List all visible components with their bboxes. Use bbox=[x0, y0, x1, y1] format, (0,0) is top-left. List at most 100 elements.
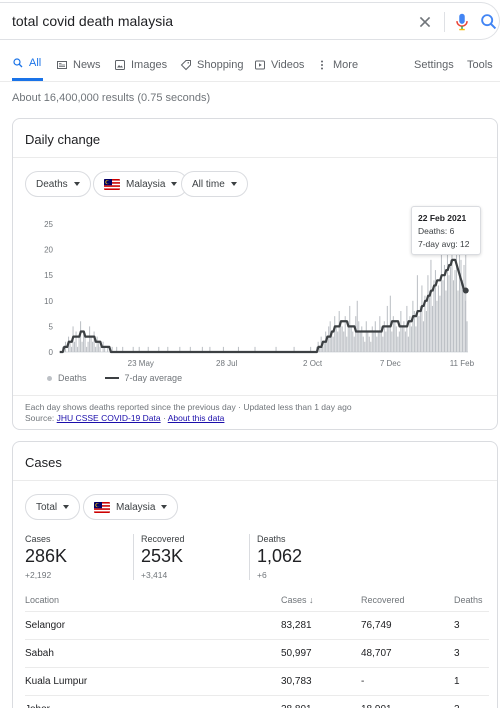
chart-bar bbox=[422, 321, 424, 352]
mic-icon[interactable] bbox=[451, 11, 473, 33]
chart-bar bbox=[421, 285, 423, 352]
tab-videos[interactable]: Videos bbox=[254, 48, 304, 81]
dropdown-label: Deaths bbox=[36, 178, 68, 190]
source-label: Source: bbox=[25, 413, 55, 423]
chart-bar bbox=[77, 346, 79, 352]
chart-bar bbox=[75, 331, 77, 352]
chart-bar bbox=[440, 254, 442, 352]
chart-bar bbox=[362, 336, 364, 352]
source-link[interactable]: JHU CSSE COVID-19 Data bbox=[56, 413, 161, 423]
chart-bar bbox=[398, 331, 400, 352]
chart-bar bbox=[358, 321, 360, 352]
search-icon[interactable] bbox=[478, 11, 500, 33]
chart-bar bbox=[418, 316, 420, 352]
chart-bar bbox=[138, 346, 140, 352]
table-row[interactable]: Selangor 83,281 76,749 3 bbox=[25, 611, 489, 640]
malaysia-flag-icon bbox=[94, 501, 110, 513]
header-location[interactable]: Location bbox=[25, 590, 281, 612]
tab-more[interactable]: More bbox=[316, 48, 358, 81]
chart-bar bbox=[344, 316, 346, 352]
chart-bar bbox=[392, 316, 394, 352]
legend-label-line: 7-day average bbox=[124, 373, 183, 383]
cell-cases: 50,997 bbox=[281, 639, 361, 668]
sort-arrow-icon: ↓ bbox=[309, 595, 314, 606]
chart-bar bbox=[80, 321, 82, 352]
header-deaths[interactable]: Deaths bbox=[454, 590, 489, 612]
chevron-down-icon bbox=[171, 182, 178, 186]
tooltip-avg: 7-day avg: 12 bbox=[418, 239, 470, 249]
chart-bar bbox=[237, 346, 239, 352]
scope-dropdown[interactable]: Total bbox=[25, 494, 81, 520]
chart-bar bbox=[377, 331, 379, 352]
chart-bar bbox=[322, 346, 324, 352]
table-row[interactable]: Johor 28,801 18,901 2 bbox=[25, 695, 489, 708]
chart-bar bbox=[349, 305, 351, 352]
malaysia-flag-icon bbox=[104, 178, 120, 190]
cell-recovered: 18,901 bbox=[361, 695, 454, 708]
stat-recovered: Recovered 253K +3,414 bbox=[141, 534, 185, 580]
chart-bar bbox=[434, 270, 436, 352]
search-bar[interactable]: total covid death malaysia bbox=[0, 2, 500, 40]
chart-bar bbox=[69, 341, 71, 352]
divider bbox=[13, 395, 497, 396]
about-data-link[interactable]: About this data bbox=[167, 413, 225, 423]
table-row[interactable]: Kuala Lumpur 30,783 - 1 bbox=[25, 667, 489, 696]
chart-bar bbox=[394, 321, 396, 352]
chart-bar bbox=[189, 346, 191, 352]
header-recovered[interactable]: Recovered bbox=[361, 590, 454, 612]
chart-bar bbox=[332, 336, 334, 352]
chart-bar bbox=[71, 346, 73, 352]
y-tick-label: 15 bbox=[44, 271, 53, 280]
settings-link[interactable]: Settings bbox=[414, 58, 454, 71]
legend-swatch-bars bbox=[47, 375, 52, 381]
search-divider bbox=[444, 12, 445, 32]
chart-bar bbox=[352, 331, 354, 352]
country-dropdown[interactable]: Malaysia bbox=[93, 171, 189, 197]
cell-deaths: 3 bbox=[454, 611, 489, 640]
chart-bar bbox=[95, 346, 97, 352]
y-tick-label: 5 bbox=[49, 322, 54, 331]
chart-bar bbox=[81, 341, 83, 352]
chart-bar bbox=[448, 275, 450, 352]
tab-label: Shopping bbox=[197, 58, 244, 71]
stat-delta: +2,192 bbox=[25, 570, 52, 580]
chart-bar bbox=[132, 346, 134, 352]
chart-bar bbox=[388, 326, 390, 352]
x-tick-label: 11 Feb bbox=[450, 359, 475, 368]
tab-images[interactable]: Images bbox=[114, 48, 167, 81]
chart-bar bbox=[319, 346, 321, 352]
tools-link[interactable]: Tools bbox=[467, 58, 493, 71]
chart-bar bbox=[335, 326, 337, 352]
chart-bar bbox=[84, 336, 86, 352]
chart-bar bbox=[454, 270, 456, 352]
chart-bar bbox=[374, 321, 376, 352]
search-input[interactable]: total covid death malaysia bbox=[12, 13, 174, 29]
chart-bar bbox=[368, 336, 370, 352]
table-row[interactable]: Sabah 50,997 48,707 3 bbox=[25, 639, 489, 668]
tag-icon bbox=[180, 59, 191, 70]
chart-bar bbox=[445, 290, 447, 352]
cell-location: Kuala Lumpur bbox=[25, 667, 281, 696]
tab-shopping[interactable]: Shopping bbox=[180, 48, 244, 81]
stat-label: Recovered bbox=[141, 534, 185, 544]
daily-deaths-chart[interactable]: 0 5 10 15 20 25 23 May 28 Jul 2 Oct 7 Dec 11 Feb bbox=[13, 204, 497, 384]
chart-bar bbox=[446, 244, 448, 352]
divider bbox=[249, 534, 250, 580]
range-dropdown[interactable]: All time bbox=[181, 171, 248, 197]
country-dropdown[interactable]: Malaysia bbox=[83, 494, 179, 520]
chart-tooltip: 22 Feb 2021 Deaths: 6 7-day avg: 12 bbox=[411, 206, 481, 255]
tab-news[interactable]: News bbox=[56, 48, 101, 81]
chart-bar bbox=[395, 326, 397, 352]
close-icon[interactable] bbox=[414, 11, 436, 33]
cell-recovered: 76,749 bbox=[361, 611, 454, 640]
y-tick-label: 25 bbox=[44, 220, 53, 229]
chart-bar bbox=[107, 346, 109, 352]
x-tick-label: 28 Jul bbox=[216, 359, 238, 368]
cell-location: Johor bbox=[25, 695, 281, 708]
header-cases[interactable]: Cases ↓ bbox=[281, 590, 361, 612]
stat-value: 253K bbox=[141, 546, 184, 566]
metric-dropdown[interactable]: Deaths bbox=[25, 171, 91, 197]
stat-value: 286K bbox=[25, 546, 68, 566]
image-icon bbox=[115, 59, 125, 70]
tab-all[interactable]: All bbox=[12, 48, 44, 81]
